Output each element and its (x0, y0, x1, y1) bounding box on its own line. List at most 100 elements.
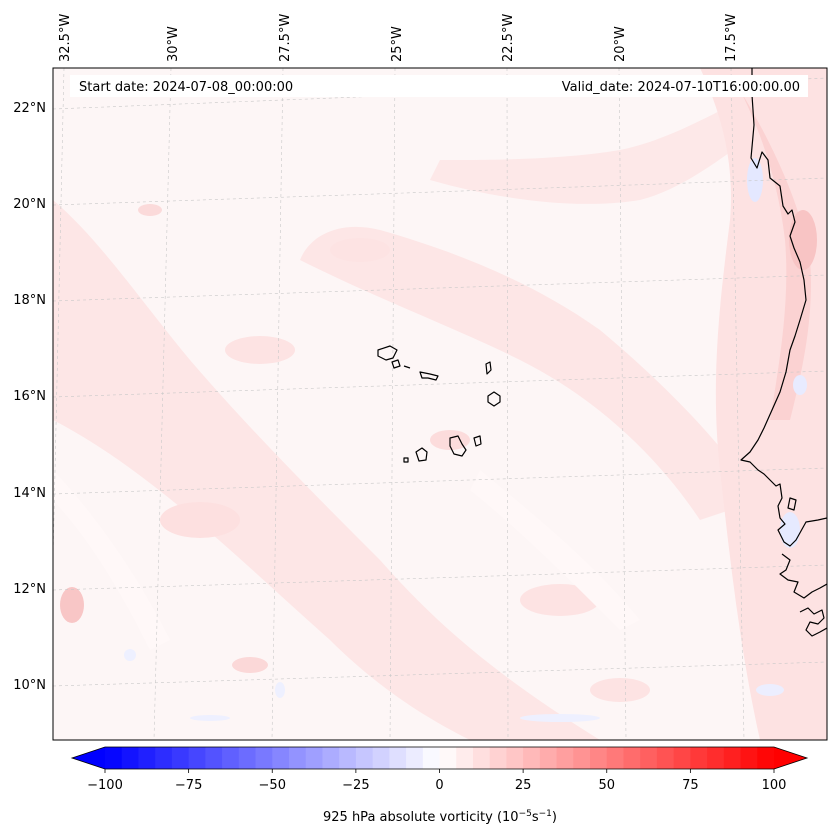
vorticity-band-north (430, 90, 760, 204)
colorbar-segment (640, 747, 658, 769)
colorbar-segment (422, 747, 441, 769)
colorbar-segment (322, 747, 340, 769)
guinea-coastline (799, 607, 827, 637)
colorbar-ticks: −100 −75 −50 −25 0 25 50 75 100 (87, 769, 786, 793)
colorbar-segments (105, 747, 775, 769)
santa-luzia-island (403, 365, 411, 369)
colorbar-extend-high (774, 747, 807, 769)
vorticity-patch-sw (60, 587, 84, 623)
colorbar: −100 −75 −50 −25 0 25 50 75 100 925 hPa absolute… (70, 746, 809, 825)
header-box (70, 75, 808, 97)
colorbar-tick-label: 0 (435, 778, 443, 793)
colorbar-segment (707, 747, 725, 769)
near-zero-streak (470, 470, 640, 630)
colorbar-segment (723, 747, 742, 769)
colorbar-segment (138, 747, 156, 769)
fogo-island (415, 447, 428, 462)
vorticity-patch (590, 678, 650, 702)
colorbar-segment (121, 747, 139, 769)
lat-label: 16°N (13, 389, 46, 404)
colorbar-segment (623, 747, 641, 769)
brava-island (403, 457, 409, 463)
lat-label: 14°N (13, 486, 46, 501)
negative-vorticity-patch (190, 715, 230, 721)
colorbar-tick-label: 25 (515, 778, 532, 793)
colorbar-tick-label: 50 (598, 778, 615, 793)
negative-vorticity-patch (747, 158, 763, 202)
latitude-line-18n (53, 274, 827, 302)
colorbar-segment (171, 747, 190, 769)
colorbar-segment (238, 747, 257, 769)
longitude-line-27-5w (271, 68, 284, 740)
colorbar-segment (389, 747, 407, 769)
vorticity-patch (232, 657, 268, 673)
latitude-line-10n (53, 661, 827, 687)
lon-label: 17.5°W (724, 14, 739, 62)
negative-vorticity-patch (793, 375, 807, 395)
colorbar-segment (690, 747, 708, 769)
colorbar-segment (673, 747, 691, 769)
vorticity-patch (160, 502, 240, 538)
colorbar-segment (155, 747, 173, 769)
lon-label: 30°W (166, 26, 181, 62)
negative-vorticity-patch (275, 682, 285, 698)
sao-vicente-island (391, 359, 401, 369)
lon-label: 27.5°W (278, 14, 293, 62)
longitude-line-20w (618, 68, 627, 740)
vorticity-band-center (300, 226, 760, 521)
africa-coastline (740, 68, 827, 547)
longitude-line-32-5w (53, 68, 65, 575)
colorbar-segment (606, 747, 624, 769)
colorbar-segment (288, 747, 307, 769)
vorticity-patch (330, 238, 390, 262)
coastlines (377, 68, 827, 637)
colorbar-segment (372, 747, 390, 769)
colorbar-segment (205, 747, 223, 769)
lon-label: 22.5°W (501, 14, 516, 62)
colorbar-segment (339, 747, 357, 769)
colorbar-segment (355, 747, 374, 769)
colorbar-title: 925 hPa absolute vorticity (10−5s−1) (323, 809, 557, 825)
colorbar-segment (105, 747, 123, 769)
latitude-line-22n (53, 77, 827, 110)
colorbar-segment (757, 747, 775, 769)
lat-label: 18°N (13, 293, 46, 308)
longitude-line-30w (153, 68, 172, 740)
colorbar-segment (456, 747, 474, 769)
colorbar-segment (255, 747, 273, 769)
longitude-line-22-5w (506, 68, 509, 740)
colorbar-tick-label: −100 (87, 778, 123, 793)
negative-vorticity-patch (756, 684, 784, 696)
colorbar-tick-label: −25 (342, 778, 369, 793)
colorbar-segment (272, 747, 290, 769)
latitude-line-12n (53, 564, 827, 591)
lat-label: 10°N (13, 678, 46, 693)
lat-label: 12°N (13, 582, 46, 597)
lat-label: 20°N (13, 197, 46, 212)
colorbar-segment (523, 747, 541, 769)
sao-nicolau-island (419, 371, 439, 381)
santiago-island (449, 435, 467, 457)
maio-island (473, 435, 482, 447)
vorticity-cape-blanc-max (789, 210, 817, 270)
longitude-line-25w (389, 68, 396, 740)
vorticity-patch (138, 204, 162, 216)
colorbar-tick-label: −75 (175, 778, 202, 793)
vorticity-field: Start date: 2024-07-08_00:00:00 Valid_da… (53, 68, 827, 740)
colorbar-segment (506, 747, 524, 769)
vorticity-patch (520, 584, 600, 616)
colorbar-tick-label: 75 (682, 778, 699, 793)
colorbar-segment (740, 747, 758, 769)
latitude-line-20n (53, 177, 827, 206)
boa-vista-island (487, 391, 501, 407)
map-panel: Start date: 2024-07-08_00:00:00 Valid_da… (52, 67, 828, 741)
lon-label: 32.5°W (58, 14, 73, 62)
colorbar-segment (590, 747, 608, 769)
colorbar-segment (656, 747, 675, 769)
colorbar-segment (472, 747, 491, 769)
colorbar-segment (489, 747, 507, 769)
vorticity-band-southwest (53, 200, 600, 740)
longitude-line-17-5w (730, 68, 745, 740)
start-date-label: Start date: 2024-07-08_00:00:00 (79, 80, 293, 95)
